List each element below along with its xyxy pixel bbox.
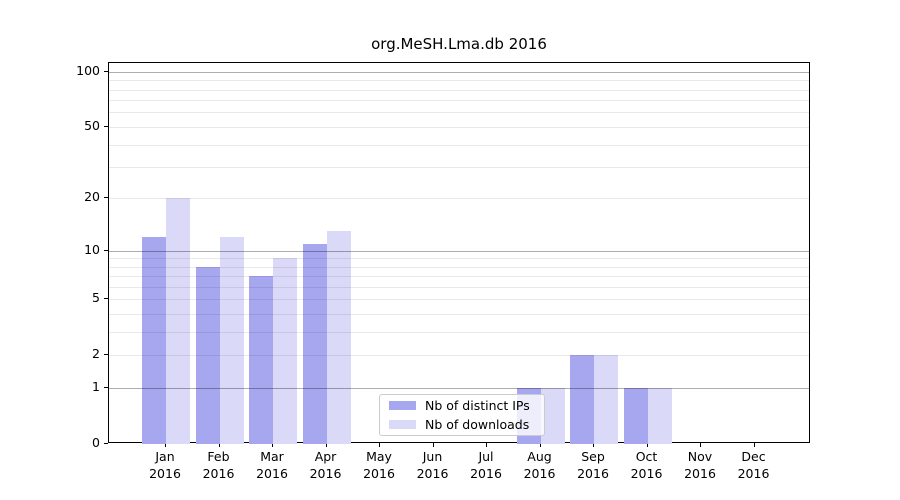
x-tickmark-sep [593, 443, 594, 447]
gridline-30 [109, 167, 809, 169]
legend-label-downloads: Nb of downloads [425, 416, 530, 432]
legend-label-distinct-ips: Nb of distinct IPs [425, 397, 530, 413]
x-tickmark-oct [646, 443, 648, 447]
x-tickmark-jul [486, 443, 487, 447]
y-tickmark-1 [104, 387, 108, 388]
bar-distinct-ips-mar [249, 276, 273, 444]
bar-downloads-apr [326, 231, 351, 444]
gridline-20 [109, 198, 809, 200]
bar-distinct-ips-sep [570, 355, 594, 444]
bar-downloads-jan [166, 198, 190, 444]
bar-distinct-ips-apr [302, 243, 327, 444]
bar-downloads-oct [647, 388, 672, 444]
x-tick-label-jan: Jan 2016 [149, 449, 181, 481]
x-tickmark-jun [432, 443, 434, 447]
x-tick-label-aug: Aug 2016 [523, 449, 556, 481]
gridline-9 [109, 258, 809, 260]
y-tickmark-50 [104, 126, 108, 127]
gridline-10 [109, 250, 809, 252]
y-tick-label-50: 50 [84, 117, 100, 133]
gridline-80 [109, 89, 809, 91]
y-tick-label-100: 100 [76, 62, 100, 78]
bar-downloads-feb [219, 237, 244, 444]
x-tick-label-jun: Jun 2016 [416, 449, 449, 481]
y-tick-label-5: 5 [92, 290, 100, 306]
bar-downloads-sep [594, 355, 618, 444]
x-tick-label-may: May 2016 [363, 449, 395, 481]
x-tick-label-sep: Sep 2016 [577, 449, 609, 481]
y-tickmark-10 [104, 250, 108, 251]
x-tickmark-nov [700, 443, 701, 447]
chart-title: org.MeSH.Lma.db 2016 [371, 35, 547, 53]
y-tick-label-1: 1 [92, 379, 100, 395]
x-tickmark-feb [218, 443, 220, 447]
x-tick-label-dec: Dec 2016 [737, 449, 770, 481]
y-tick-label-20: 20 [84, 189, 100, 205]
x-tickmark-dec [753, 443, 755, 447]
y-tickmark-0 [104, 443, 108, 444]
legend-entry-distinct-ips: Nb of distinct IPs [389, 397, 535, 413]
gridline-90 [109, 80, 809, 82]
bar-distinct-ips-jan [142, 237, 166, 444]
plot-area: Nb of distinct IPs Nb of downloads [108, 62, 810, 444]
gridline-70 [109, 100, 809, 102]
gridline-100 [109, 71, 809, 73]
y-tickmark-100 [104, 71, 108, 72]
legend-entry-downloads: Nb of downloads [389, 416, 535, 432]
x-tick-label-feb: Feb 2016 [202, 449, 235, 481]
legend: Nb of distinct IPs Nb of downloads [379, 394, 545, 436]
y-tick-label-0: 0 [92, 435, 100, 450]
y-tickmark-20 [104, 197, 108, 198]
x-tickmark-jan [165, 443, 166, 447]
x-tick-label-apr: Apr 2016 [309, 449, 342, 481]
x-tickmark-mar [272, 443, 273, 447]
x-tick-label-jul: Jul 2016 [470, 449, 502, 481]
legend-swatch-downloads [389, 420, 416, 429]
x-tickmark-may [379, 443, 380, 447]
gridline-60 [109, 112, 809, 114]
x-tickmark-apr [325, 443, 327, 447]
x-tick-label-nov: Nov 2016 [684, 449, 716, 481]
y-tickmark-2 [104, 354, 108, 355]
x-tick-label-mar: Mar 2016 [256, 449, 288, 481]
bar-downloads-mar [273, 258, 297, 444]
bar-distinct-ips-feb [195, 266, 220, 444]
x-tick-label-oct: Oct 2016 [630, 449, 663, 481]
y-tick-label-10: 10 [84, 241, 100, 257]
y-tick-label-2: 2 [92, 346, 100, 362]
bar-distinct-ips-oct [623, 388, 648, 444]
y-tickmark-5 [104, 298, 108, 299]
gridline-40 [109, 144, 809, 146]
legend-swatch-distinct-ips [389, 401, 416, 410]
gridline-50 [109, 126, 809, 128]
x-tickmark-aug [539, 443, 541, 447]
